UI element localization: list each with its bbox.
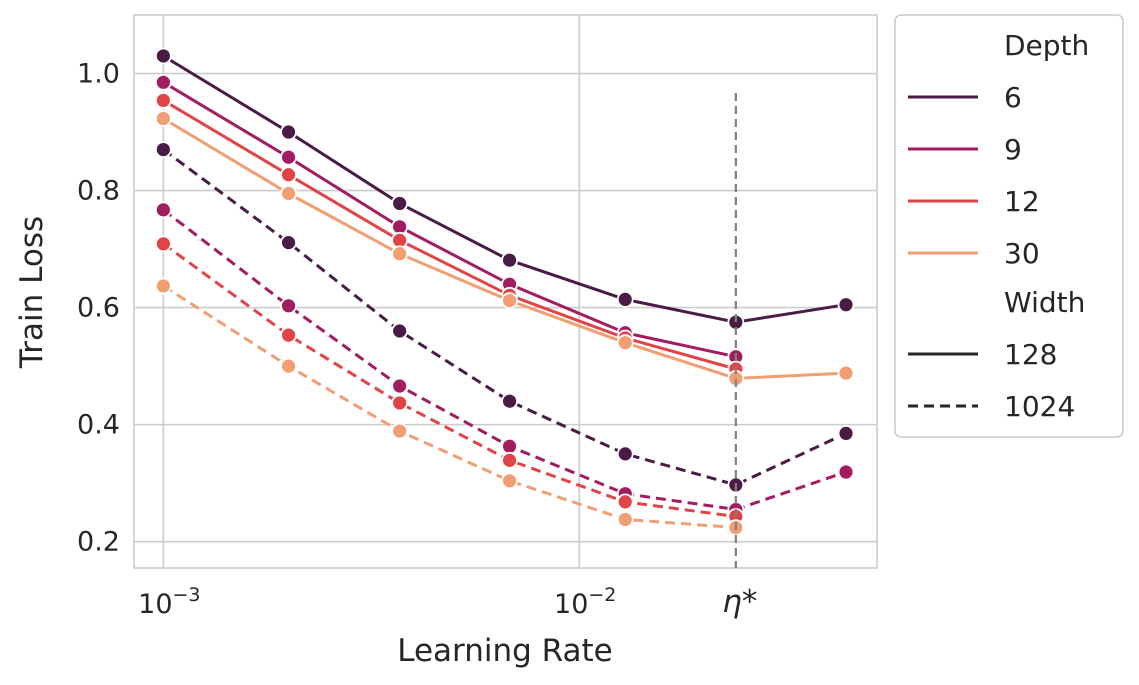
data-point [154,110,172,127]
legend-depth-entries: 6 9 12 30 [908,81,1040,270]
series-depth-12-width-128 [154,92,745,378]
data-point [837,425,855,442]
data-point [154,141,172,158]
data-point [616,334,634,352]
data-point [837,364,855,382]
series-line [162,242,736,518]
data-point [280,357,297,375]
y-tick-label: 0.8 [77,176,120,207]
x-tick-label: 10−3 [138,584,200,620]
data-point [154,47,172,65]
legend-width-entries: 128 1024 [908,338,1075,423]
x-axis-label: Learning Rate [397,633,613,669]
data-point [501,251,518,269]
legend-label-width-128: 128 [1004,338,1057,371]
data-point [391,394,409,412]
data-point [616,445,634,463]
data-point [280,234,297,252]
y-axis-label: Train Loss [14,216,50,369]
data-point [391,195,409,212]
data-point [154,73,172,91]
legend-label-width-1024: 1024 [1004,390,1075,423]
series-depth-30-width-1024 [154,277,745,537]
data-point [501,437,518,455]
data-point [154,235,172,253]
legend-title-width: Width [1004,286,1085,319]
series-layer [154,47,855,537]
legend: Depth 6 9 12 30 Width 128 1024 [894,14,1124,438]
data-point [501,292,518,309]
data-point [280,185,297,202]
data-point [391,377,409,395]
x-tick-label: 10−2 [554,584,616,620]
y-tick-label: 1.0 [77,59,120,90]
legend-label-depth-6: 6 [1004,81,1022,114]
legend-label-depth-9: 9 [1004,133,1022,166]
data-point [280,148,297,166]
data-point [154,277,172,295]
data-point [154,92,172,109]
data-point [616,290,634,308]
data-point [837,296,855,314]
x-axis: 10−3 10−2 [138,584,616,620]
legend-label-depth-30: 30 [1004,237,1040,270]
data-point [501,392,518,410]
data-point [616,493,634,511]
data-point [837,463,855,481]
plot-area [133,14,878,569]
series-line [162,284,736,530]
series-line [162,81,737,359]
legend-label-depth-12: 12 [1004,185,1040,218]
series-depth-12-width-1024 [154,235,745,525]
data-point [616,511,634,528]
y-tick-label: 0.6 [77,293,120,324]
legend-frame [894,14,1124,438]
y-tick-label: 0.2 [77,527,120,558]
y-tick-label: 0.4 [77,410,120,441]
data-point [280,166,297,184]
series-depth-30-width-128 [154,110,855,387]
series-depth-6-width-128 [154,47,855,331]
data-point [501,451,518,469]
legend-title-depth: Depth [1004,29,1089,62]
series-line [162,99,737,371]
data-point [501,472,518,490]
data-point [280,326,297,344]
y-axis: 0.2 0.4 0.6 0.8 1.0 [77,59,120,558]
data-point [391,422,409,440]
data-point [391,322,409,340]
data-point [391,245,409,263]
optimal-lr-label: η* [722,584,757,620]
data-point [280,123,297,141]
data-point [154,201,172,219]
data-point [280,297,297,315]
